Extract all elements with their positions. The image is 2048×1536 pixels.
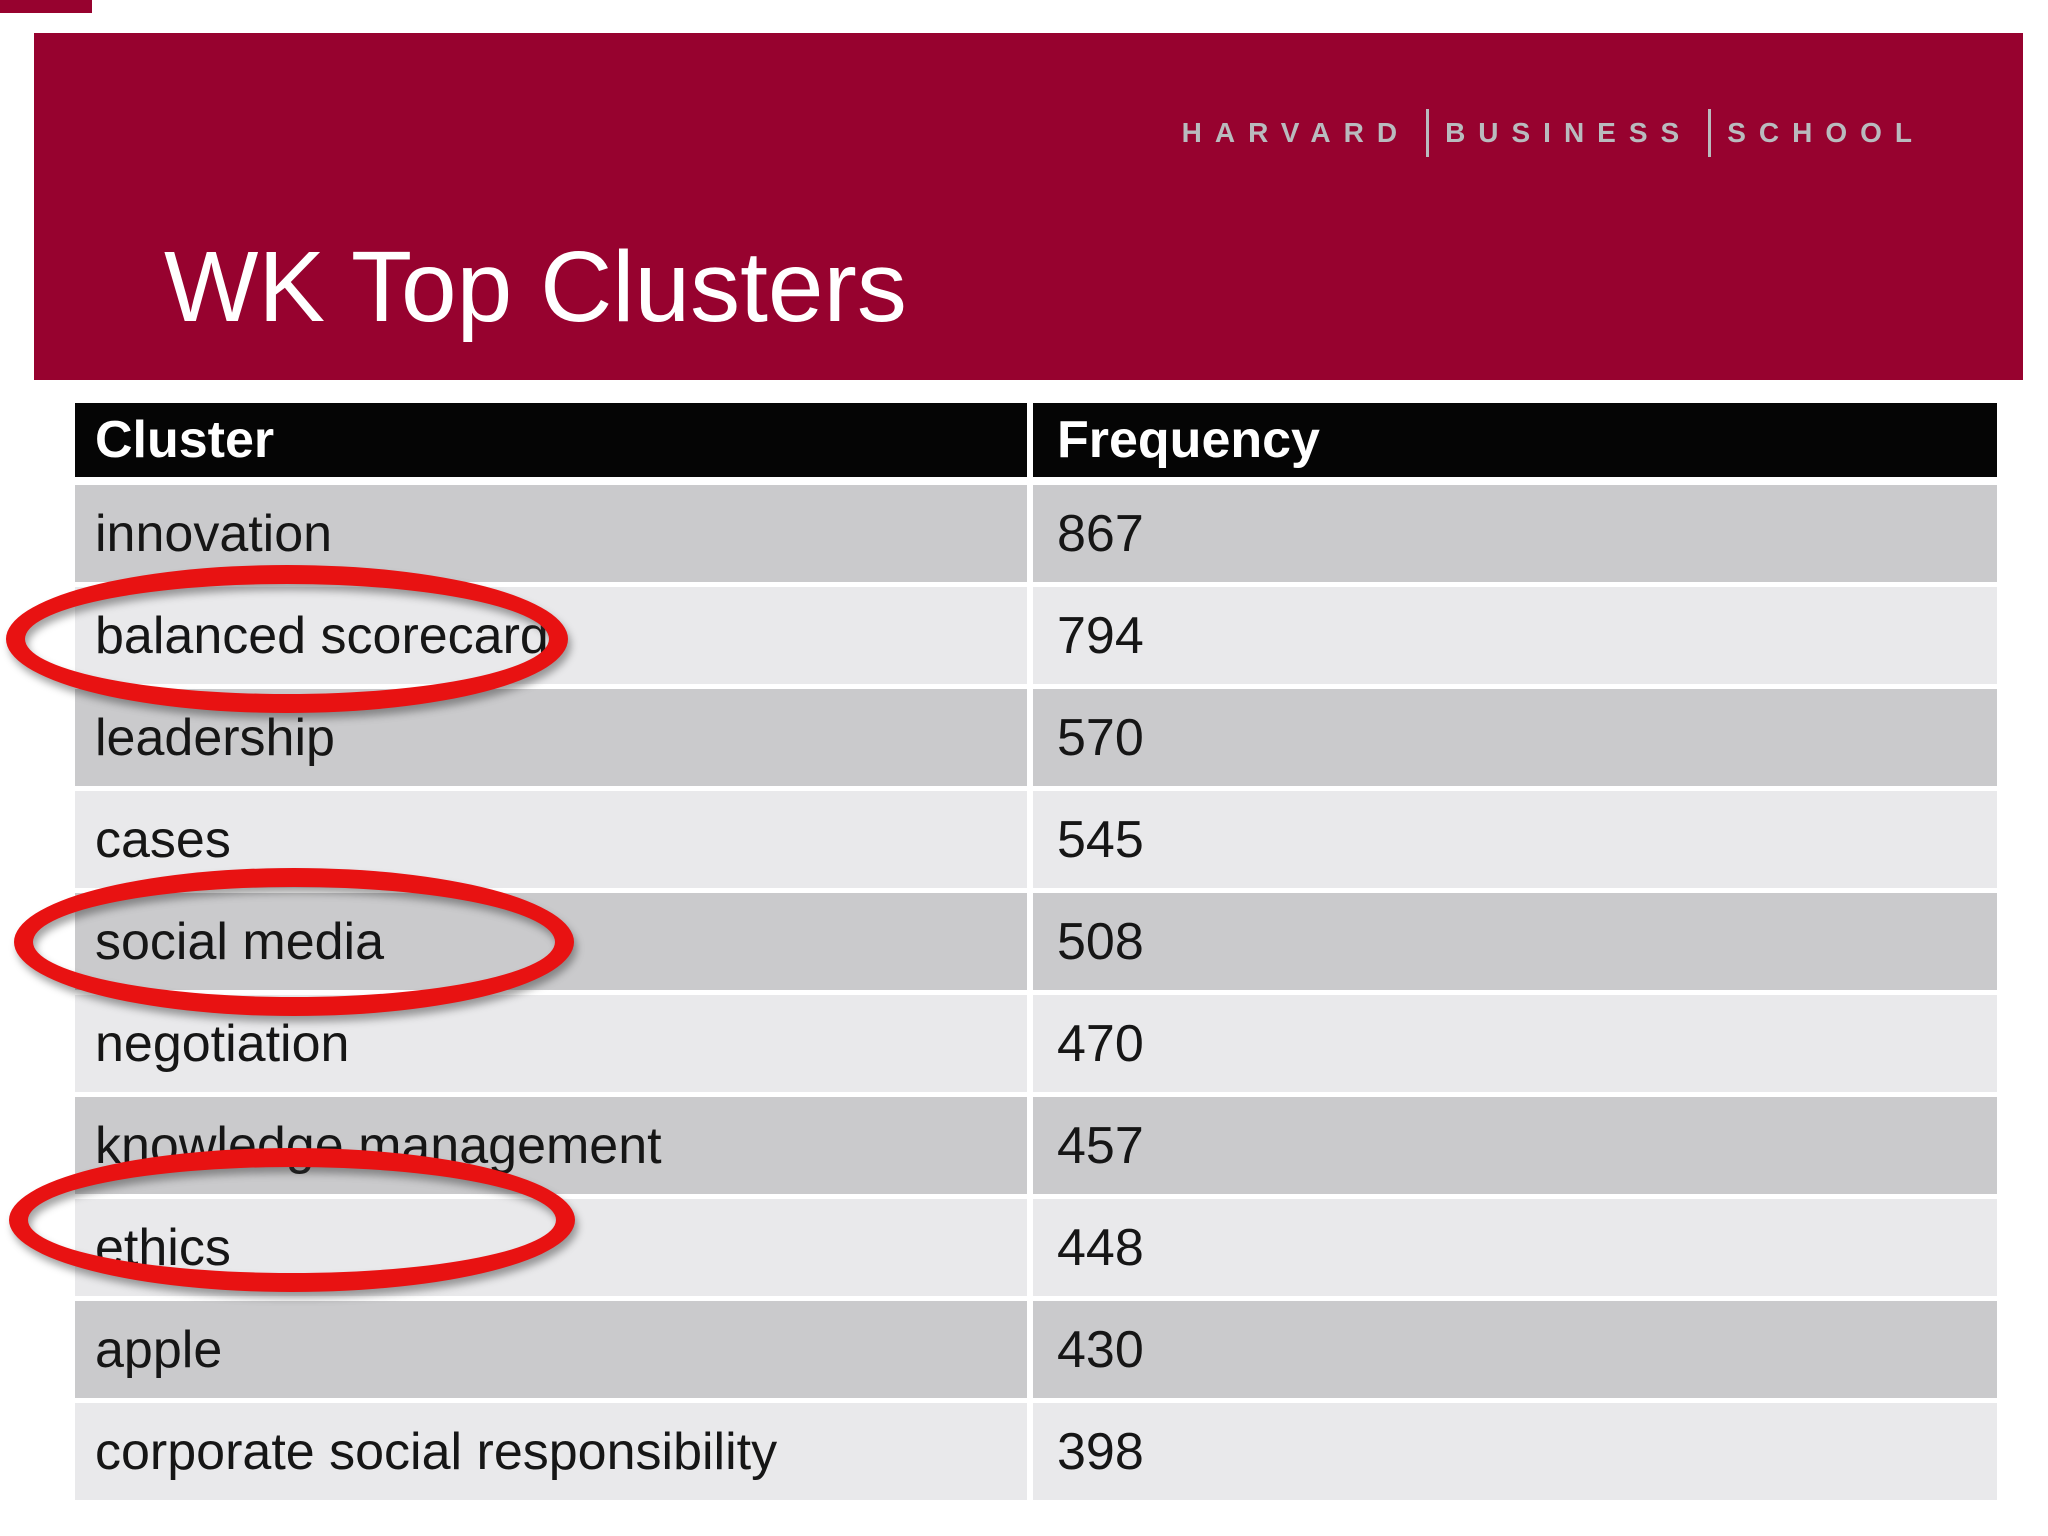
frequency-cell: 508	[1033, 893, 1997, 990]
logo-divider-bar	[1426, 109, 1430, 157]
frequency-cell: 867	[1033, 485, 1997, 582]
table-row: balanced scorecard 794	[75, 587, 1997, 684]
column-header-cluster: Cluster	[75, 403, 1027, 477]
cluster-cell: leadership	[75, 689, 1027, 786]
logo-word-business: BUSINESS	[1445, 117, 1693, 148]
table-row: negotiation 470	[75, 995, 1997, 1092]
cluster-cell: corporate social responsibility	[75, 1403, 1027, 1500]
logo-divider-bar	[1708, 109, 1712, 157]
logo-word-school: SCHOOL	[1727, 117, 1925, 148]
slide-title: WK Top Clusters	[164, 231, 907, 343]
cluster-cell: negotiation	[75, 995, 1027, 1092]
table-row: innovation 867	[75, 485, 1997, 582]
cluster-cell: ethics	[75, 1199, 1027, 1296]
table-rows: innovation 867 balanced scorecard 794 leader…	[75, 485, 1997, 1500]
table-row: ethics 448	[75, 1199, 1997, 1296]
frequency-cell: 398	[1033, 1403, 1997, 1500]
hbs-logo: HARVARD BUSINESS SCHOOL	[1182, 109, 1925, 157]
table-header-row: Cluster Frequency	[75, 403, 1997, 477]
title-banner: HARVARD BUSINESS SCHOOL WK Top Clusters	[34, 33, 2023, 380]
frequency-cell: 457	[1033, 1097, 1997, 1194]
frequency-cell: 570	[1033, 689, 1997, 786]
cluster-cell: cases	[75, 791, 1027, 888]
cluster-cell: social media	[75, 893, 1027, 990]
cluster-cell: innovation	[75, 485, 1027, 582]
table-row: apple 430	[75, 1301, 1997, 1398]
frequency-cell: 448	[1033, 1199, 1997, 1296]
cluster-cell: apple	[75, 1301, 1027, 1398]
table-row: corporate social responsibility 398	[75, 1403, 1997, 1500]
logo-word-harvard: HARVARD	[1181, 117, 1411, 148]
table-row: knowledge management 457	[75, 1097, 1997, 1194]
frequency-cell: 794	[1033, 587, 1997, 684]
slide-bleed-corner	[0, 0, 92, 13]
frequency-cell: 470	[1033, 995, 1997, 1092]
frequency-cell: 545	[1033, 791, 1997, 888]
column-header-frequency: Frequency	[1033, 403, 1997, 477]
clusters-table: Cluster Frequency innovation 867 balanced …	[75, 403, 1997, 1500]
table-row: cases 545	[75, 791, 1997, 888]
cluster-cell: balanced scorecard	[75, 587, 1027, 684]
frequency-cell: 430	[1033, 1301, 1997, 1398]
cluster-cell: knowledge management	[75, 1097, 1027, 1194]
table-row: leadership 570	[75, 689, 1997, 786]
table-row: social media 508	[75, 893, 1997, 990]
